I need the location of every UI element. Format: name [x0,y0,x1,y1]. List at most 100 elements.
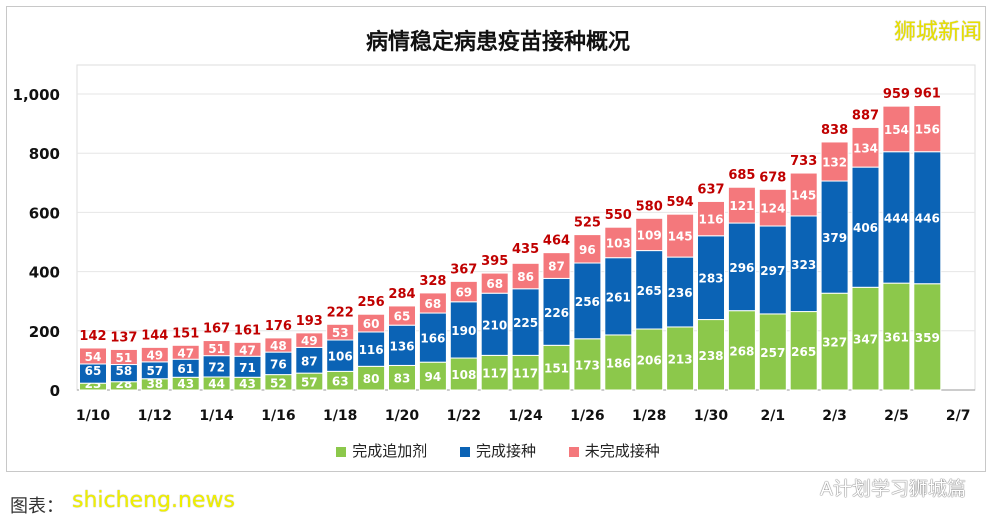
data-label: 103 [606,236,631,250]
segment-booster [604,334,633,391]
x-tick-label: 1/22 [447,408,481,424]
data-label: 96 [579,243,596,257]
total-label: 144 [141,328,168,343]
total-label: 137 [110,330,137,345]
legend: 完成追加剂 完成接种 未完成接种 [0,440,996,461]
data-label: 47 [177,346,194,360]
legend-item-completed: 完成接种 [459,440,536,461]
legend-label: 未完成接种 [584,442,660,460]
data-label: 323 [791,258,816,272]
total-label: 161 [234,323,261,338]
y-tick-label: 200 [29,323,60,341]
data-label: 173 [575,358,600,372]
legend-swatch [336,446,347,457]
segment-incomplete [326,323,355,341]
data-label: 61 [177,362,194,376]
data-label: 65 [85,364,102,378]
total-label: 176 [265,319,292,334]
total-label: 464 [543,234,570,249]
total-label: 685 [728,168,755,183]
data-label: 43 [177,377,194,391]
data-label: 76 [270,357,287,371]
data-label: 54 [85,350,102,364]
site-watermark: shicheng.news [72,488,235,513]
data-label: 51 [116,351,133,365]
x-tick-label: 1/16 [261,408,295,424]
total-label: 142 [79,329,106,344]
data-label: 406 [853,221,878,235]
x-tick-label: 2/7 [946,408,971,424]
total-label: 525 [574,216,601,231]
segment-completed [326,339,355,372]
segment-booster [449,357,478,391]
total-label: 151 [172,326,199,341]
chart-title: 病情稳定病患疫苗接种概况 [365,30,630,55]
y-tick-label: 0 [50,382,60,400]
x-tick-label: 1/10 [76,408,111,424]
wechat-watermark: A计划学习狮城篇 [820,478,966,500]
data-label: 47 [239,343,256,357]
data-label: 446 [915,212,940,226]
legend-swatch [568,446,579,457]
total-label: 678 [759,170,786,185]
data-label: 256 [575,295,600,309]
data-label: 71 [239,361,256,375]
data-label: 68 [425,297,442,311]
segment-incomplete [604,226,633,259]
data-label: 347 [853,333,878,347]
data-label: 134 [853,141,878,155]
data-label: 83 [394,372,411,386]
segment-incomplete [697,200,725,237]
segment-incomplete [109,348,138,366]
data-label: 268 [729,344,754,358]
data-label: 80 [363,372,380,386]
data-label: 44 [208,377,225,391]
data-label: 124 [760,202,785,216]
data-label: 72 [208,360,225,374]
segment-booster [882,282,911,391]
segment-incomplete [882,105,911,153]
total-label: 959 [883,87,910,102]
data-label: 38 [146,377,163,391]
data-label: 265 [637,284,662,298]
segment-completed [542,277,571,346]
brand-watermark: 狮城新闻 [893,20,982,45]
total-label: 637 [697,182,724,197]
segment-incomplete [357,313,386,333]
segment-incomplete [171,344,200,360]
segment-incomplete [264,337,293,353]
x-tick-label: 1/12 [138,408,172,424]
segment-incomplete [758,188,787,227]
legend-label: 完成接种 [475,442,536,460]
x-tick-label: 2/5 [884,408,909,424]
segment-completed [851,166,880,288]
data-label: 261 [606,290,631,304]
segment-incomplete [666,213,695,258]
data-label: 145 [791,188,816,202]
data-label: 94 [425,370,442,384]
y-tick-label: 600 [29,204,60,222]
segment-incomplete [202,340,231,357]
data-label: 296 [729,261,754,275]
total-label: 328 [419,274,446,289]
segment-booster [635,328,664,391]
segment-incomplete [418,292,447,314]
data-label: 49 [301,334,318,348]
segment-incomplete [79,347,107,365]
total-label: 395 [481,254,508,269]
segment-booster [697,319,725,391]
caption: 图表： [10,496,64,517]
data-label: 327 [822,336,847,350]
segment-booster [789,311,818,391]
segment-incomplete [727,186,756,224]
x-tick-label: 1/26 [570,408,604,424]
segment-incomplete [851,126,880,168]
segment-completed [913,151,942,285]
chart-frame [6,6,986,472]
segment-incomplete [233,341,262,357]
data-label: 116 [359,343,384,357]
data-label: 65 [394,310,411,324]
data-label: 151 [544,362,569,376]
segment-booster [388,364,416,391]
